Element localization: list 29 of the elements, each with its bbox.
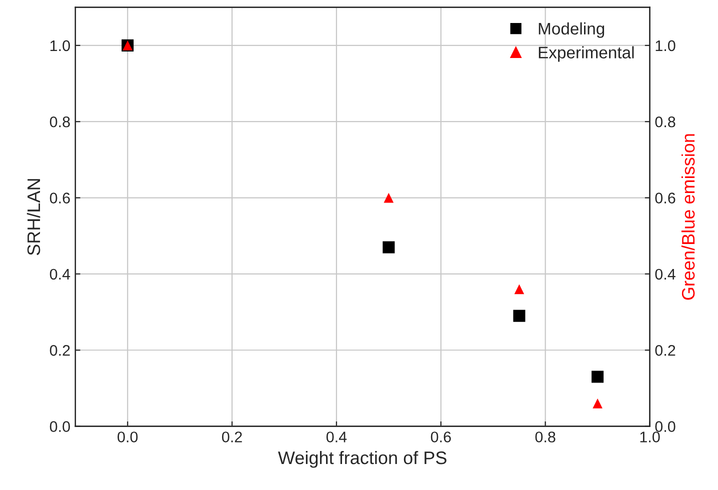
y-tick-label: 0.0 [50,421,70,432]
point [592,370,604,383]
legend-label: Modeling [538,22,604,38]
x-tick-label: 0.8 [535,432,556,442]
y-tick-label: 0.6 [50,192,70,204]
point [384,192,394,203]
x-tick-label: 1.0 [640,432,660,442]
y2-axis-title: Green/Blue emission [681,134,695,300]
y2-tick-label: 0.8 [655,116,676,128]
y-tick-label: 1.0 [50,40,70,52]
x-tick-label: 0.4 [326,432,347,442]
x-tick-label: 0.6 [430,432,451,442]
y-tick-label: 0.8 [50,116,70,128]
y2-tick-label: 0.6 [655,192,676,204]
y-axis-title: SRH/LAN [26,179,40,256]
y-tick-label: 0.4 [50,268,70,280]
y2-tick-label: 0.4 [655,268,676,280]
y2-tick-label: 0.2 [655,344,676,356]
y2-tick-label: 0.0 [655,421,676,432]
y2-tick-label: 1.0 [656,40,676,52]
x-tick-label: 0.0 [118,432,138,442]
point [592,398,602,408]
x-axis-title: Weight fraction of PS [278,450,446,468]
point [382,241,395,254]
y-tick-label: 0.2 [50,344,70,356]
point [514,284,524,294]
point [513,310,526,322]
x-tick-label: 0.2 [222,432,242,442]
legend-label: Experimental [538,46,634,62]
